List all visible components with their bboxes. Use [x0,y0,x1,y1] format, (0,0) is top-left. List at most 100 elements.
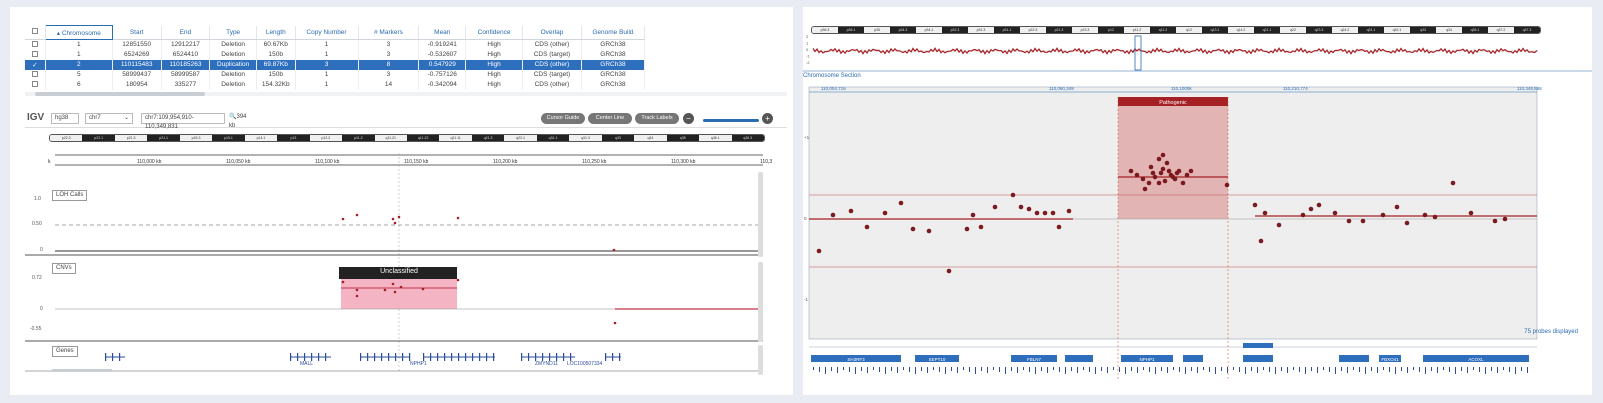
row-checkbox[interactable]: ✓ [25,59,46,70]
gene-feature[interactable] [1011,355,1057,362]
row-checkbox[interactable] [25,39,46,50]
chromosome-ideogram[interactable]: p36.3 p36.1 p35 p34.3 p34.1 p32.3 p31.3 p31.1 p2… [811,26,1541,34]
cytoband[interactable]: q33 [1410,27,1436,33]
gene-feature[interactable] [1423,355,1529,362]
row-checkbox[interactable] [25,49,46,60]
zoom-slider[interactable] [703,119,759,122]
table-row[interactable]: 5 58999437 58999587 Deletion 150b 1 3 -0.757126… [25,69,646,80]
cytoband[interactable]: q21.3 [471,135,505,141]
genes-track-label[interactable]: Genes [52,346,78,357]
cytoband[interactable]: q36.3 [731,135,764,141]
track-labels-button[interactable]: Track Labels [635,113,679,124]
cytoband[interactable]: p31.1 [994,27,1020,33]
cytoband[interactable]: q31.1 [1358,27,1384,33]
cytoband[interactable]: q34 [1436,27,1462,33]
cnv-track-label[interactable]: CNVs [52,263,76,274]
whole-chromosome-plot[interactable]: 2 10 -1-2 [803,34,1592,74]
cytoband[interactable]: q35 [666,135,700,141]
cytoband[interactable]: p36.3 [812,27,838,33]
cytoband[interactable]: q31.1 [536,135,570,141]
gene-feature[interactable] [1243,355,1273,362]
table-row[interactable]: 6 180954 335277 Deletion 154.32Kb 1 14 -0.34209… [25,79,646,90]
gene-feature[interactable] [1183,355,1203,362]
cytoband[interactable]: p36.1 [838,27,864,33]
cytoband[interactable]: q37.3 [1514,27,1540,33]
cytoband[interactable]: q22 [1280,27,1306,33]
gene-feature[interactable] [811,355,901,362]
genes-track-scrollbar[interactable] [758,345,763,375]
cnv-track-scrollbar[interactable] [758,262,763,342]
table-row[interactable]: ✓ 2 110115483 110185263 Duplication 69.87Kb 3 8… [25,59,646,70]
chromosome-section-plot[interactable]: Pathogenic +1 0 -1 110,004,716 110,060,349 110… [803,79,1592,395]
cytoband[interactable]: p31.3 [968,27,994,33]
gene-feature[interactable] [1121,355,1173,362]
cytoband[interactable]: q21.1 [1254,27,1280,33]
gene-feature[interactable] [1379,355,1401,362]
table-scroll-track[interactable] [25,92,787,96]
select-all-checkbox[interactable] [25,25,46,40]
cytoband[interactable]: q24.2 [1332,27,1358,33]
cytoband[interactable]: q34 [634,135,667,141]
row-checkbox[interactable] [25,79,46,90]
search-button[interactable]: 🔍394 kb [226,113,256,129]
genome-select[interactable]: hg38 [51,113,79,124]
cytoband[interactable]: p11.2 [342,135,375,141]
loh-track-label[interactable]: LOH Calls [52,190,88,201]
zoom-out-button[interactable]: − [683,113,694,124]
cursor-guide-button[interactable]: Cursor Guide [541,113,585,124]
cytoband[interactable]: q36.1 [699,135,732,141]
cytoband[interactable]: q13.1 [1202,27,1228,33]
cytoband[interactable]: q11.22 [406,135,440,141]
cytoband[interactable]: p12.2 [309,135,343,141]
cytoband[interactable]: q31.3 [569,135,602,141]
locus-input[interactable]: chr7:109,954,910-110,349,831 [141,113,225,130]
igv-tracks[interactable] [25,143,775,393]
gene-feature[interactable] [1243,343,1273,348]
cytoband[interactable]: p14.1 [244,135,278,141]
column-header[interactable]: Genome Build [581,25,646,40]
cytoband[interactable]: q32.1 [1384,27,1410,33]
cytoband[interactable]: p22.1 [82,135,115,141]
cytoband[interactable]: p34.1 [916,27,942,33]
cytoband[interactable]: p34.3 [890,27,916,33]
cnv-segment[interactable] [341,279,457,309]
cytoband[interactable]: q22.1 [504,135,537,141]
cytoband[interactable]: q12 [1176,27,1202,33]
column-header[interactable]: Length [256,25,296,40]
cytoband[interactable]: p21.3 [1046,27,1072,33]
row-checkbox[interactable] [25,69,46,80]
cytoband[interactable]: q21.11 [439,135,472,141]
cytoband[interactable]: q37.2 [1488,27,1514,33]
center-line-button[interactable]: Center Line [588,113,632,124]
column-header[interactable]: Mean [418,25,467,40]
cytoband[interactable]: p15.1 [212,135,245,141]
cytoband[interactable]: p21.1 [147,135,180,141]
cytoband[interactable]: p12 [1098,27,1124,33]
zoom-in-button[interactable]: + [762,113,773,124]
cytoband[interactable]: p22.3 [50,135,83,141]
column-header[interactable]: Copy Number [295,25,359,40]
cytoband[interactable]: p11.2 [1124,27,1150,33]
column-header[interactable]: # Markers [358,25,420,40]
cytoband[interactable]: p35 [864,27,890,33]
cytoband[interactable]: p32.3 [942,27,968,33]
table-row[interactable]: 1 12851550 12912217 Deletion 60.67Kb 1 3 -0.919… [25,39,646,50]
cytoband[interactable]: q11.21 [374,135,407,141]
igv-scrollbar[interactable] [52,369,112,372]
gene-feature[interactable] [915,355,959,362]
cytoband[interactable]: p13 [277,135,310,141]
column-header[interactable]: End [161,25,211,40]
pathogenic-region[interactable] [1118,97,1228,219]
gene-feature[interactable] [1339,355,1369,362]
column-header[interactable]: Type [209,25,257,40]
column-header[interactable]: Overlap [522,25,582,40]
table-scrollbar[interactable] [35,92,205,96]
cytoband[interactable]: q23.3 [1306,27,1332,33]
column-header[interactable]: Confidence [465,25,523,40]
cytoband-ideogram[interactable]: p22.3 p22.1 p21.3 p21.1 p15.3 p15.1 p14.1 p13 p1… [49,134,765,142]
cytoband[interactable]: p13.3 [1072,27,1098,33]
cytoband[interactable]: q11.2 [1150,27,1176,33]
cytoband[interactable]: q33 [601,135,635,141]
chromosome-select[interactable]: chr7 ⌄ [85,113,133,124]
cytoband[interactable]: p22.3 [1020,27,1046,33]
